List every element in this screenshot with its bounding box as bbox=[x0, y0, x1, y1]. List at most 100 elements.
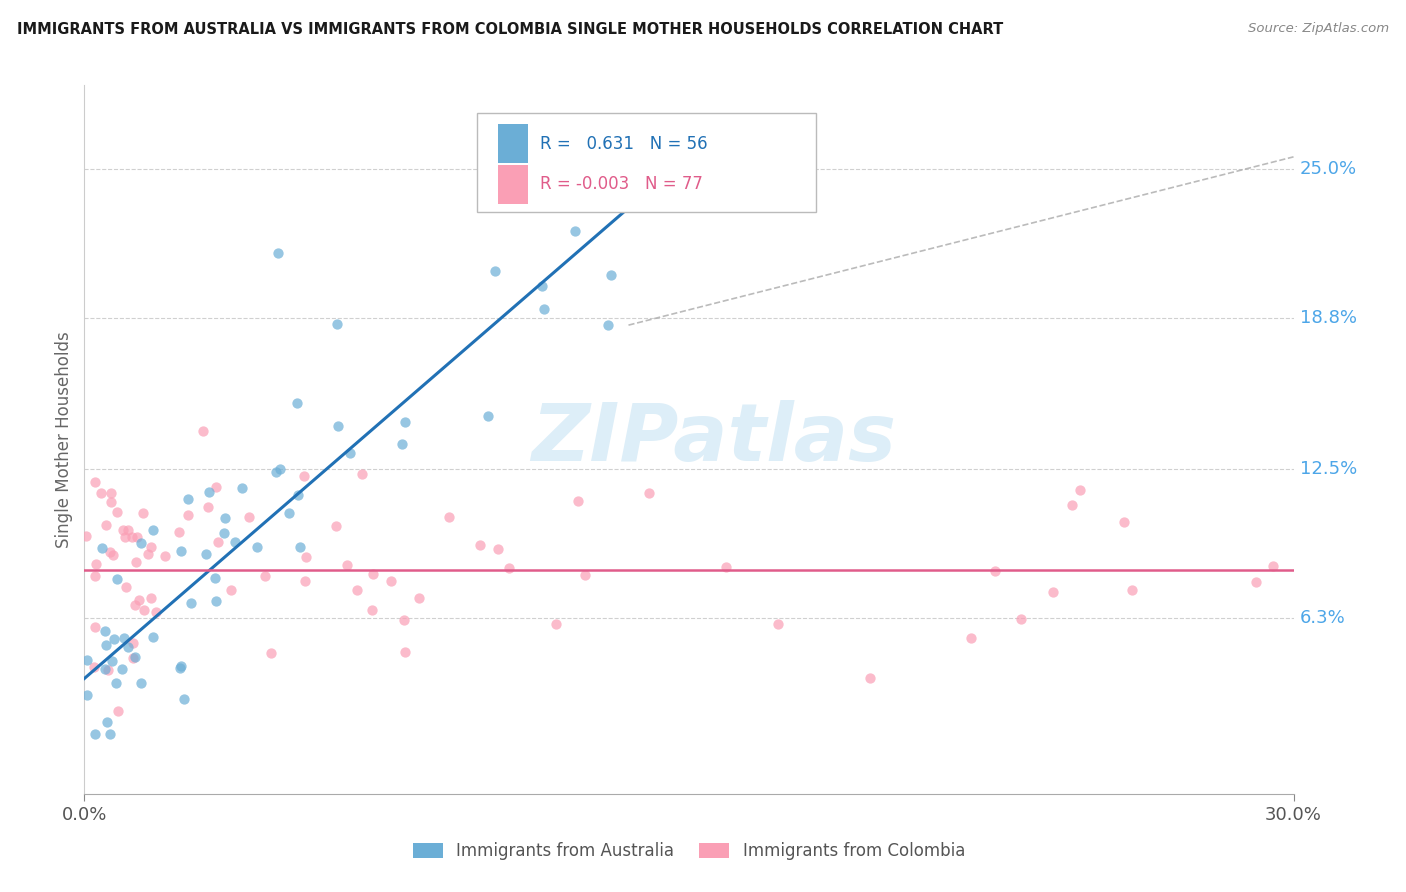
Point bbox=[498, 561, 520, 575]
Point bbox=[129, 676, 152, 690]
Point bbox=[219, 582, 242, 597]
Point bbox=[339, 446, 361, 460]
Point bbox=[103, 548, 125, 562]
Point bbox=[394, 645, 416, 659]
Point bbox=[117, 523, 139, 537]
Point bbox=[231, 482, 253, 496]
Point bbox=[127, 530, 149, 544]
Point bbox=[141, 523, 163, 537]
Point bbox=[100, 653, 122, 667]
Point bbox=[117, 640, 139, 654]
Point bbox=[1042, 584, 1064, 599]
Point bbox=[180, 596, 202, 610]
Point bbox=[83, 475, 105, 489]
Point bbox=[204, 593, 226, 607]
Point bbox=[439, 510, 461, 524]
Point bbox=[114, 580, 136, 594]
Point bbox=[214, 510, 236, 524]
Point bbox=[129, 536, 152, 550]
Point bbox=[173, 692, 195, 706]
Point bbox=[676, 126, 699, 140]
Point bbox=[198, 485, 221, 500]
Point bbox=[1069, 483, 1091, 498]
Point bbox=[125, 555, 148, 569]
Point bbox=[94, 517, 117, 532]
Point bbox=[1121, 582, 1143, 597]
Text: Source: ZipAtlas.com: Source: ZipAtlas.com bbox=[1249, 22, 1389, 36]
FancyBboxPatch shape bbox=[498, 164, 529, 203]
Point bbox=[139, 541, 162, 555]
Point bbox=[1263, 558, 1285, 573]
Point bbox=[567, 493, 589, 508]
Text: 6.3%: 6.3% bbox=[1299, 609, 1346, 627]
Point bbox=[197, 500, 219, 515]
Point bbox=[136, 547, 159, 561]
Point bbox=[105, 504, 128, 518]
Point bbox=[97, 664, 120, 678]
Text: R =   0.631   N = 56: R = 0.631 N = 56 bbox=[540, 135, 707, 153]
Point bbox=[1244, 574, 1267, 589]
Point bbox=[533, 302, 555, 317]
Point bbox=[546, 617, 568, 632]
Point bbox=[91, 541, 114, 556]
Point bbox=[128, 592, 150, 607]
Point bbox=[212, 525, 235, 540]
Point bbox=[352, 467, 374, 481]
Point bbox=[477, 409, 499, 423]
Point bbox=[267, 246, 290, 260]
FancyBboxPatch shape bbox=[478, 113, 815, 212]
Point bbox=[142, 630, 165, 644]
Legend: Immigrants from Australia, Immigrants from Colombia: Immigrants from Australia, Immigrants fr… bbox=[406, 836, 972, 867]
Point bbox=[859, 672, 882, 686]
Point bbox=[204, 571, 226, 585]
Point bbox=[277, 507, 299, 521]
Point bbox=[484, 264, 506, 278]
Point bbox=[1114, 515, 1136, 529]
Point bbox=[363, 567, 385, 582]
Point bbox=[84, 558, 107, 572]
Point bbox=[598, 318, 620, 332]
Point bbox=[93, 662, 115, 676]
Text: IMMIGRANTS FROM AUSTRALIA VS IMMIGRANTS FROM COLOMBIA SINGLE MOTHER HOUSEHOLDS C: IMMIGRANTS FROM AUSTRALIA VS IMMIGRANTS … bbox=[17, 22, 1002, 37]
Point bbox=[84, 727, 107, 741]
Point bbox=[288, 541, 311, 555]
Point bbox=[170, 543, 193, 558]
Point bbox=[177, 508, 200, 522]
Point bbox=[326, 419, 349, 434]
Y-axis label: Single Mother Households: Single Mother Households bbox=[55, 331, 73, 548]
Point bbox=[93, 624, 115, 638]
Point bbox=[266, 465, 288, 479]
Point bbox=[246, 540, 269, 554]
Point bbox=[112, 632, 135, 646]
Point bbox=[326, 318, 349, 332]
Point bbox=[100, 495, 122, 509]
Point bbox=[112, 523, 135, 537]
Point bbox=[104, 676, 127, 690]
Text: 12.5%: 12.5% bbox=[1299, 460, 1357, 478]
Point bbox=[285, 396, 308, 410]
Point bbox=[111, 662, 134, 676]
Point bbox=[170, 658, 193, 673]
Point bbox=[191, 425, 214, 439]
Point bbox=[94, 638, 117, 652]
Point bbox=[207, 535, 229, 549]
Point bbox=[132, 506, 155, 520]
Point bbox=[564, 224, 586, 238]
Point bbox=[75, 529, 97, 543]
Point bbox=[121, 530, 143, 544]
Point bbox=[380, 574, 402, 589]
Point bbox=[346, 582, 368, 597]
Point bbox=[600, 268, 623, 282]
Text: ZIPatlas: ZIPatlas bbox=[530, 401, 896, 478]
Point bbox=[122, 651, 145, 665]
Text: 18.8%: 18.8% bbox=[1299, 309, 1357, 326]
Point bbox=[768, 617, 790, 632]
Point bbox=[83, 569, 105, 583]
Point bbox=[224, 535, 246, 549]
Point bbox=[114, 530, 136, 544]
Point bbox=[121, 636, 143, 650]
Point bbox=[98, 727, 121, 741]
FancyBboxPatch shape bbox=[498, 124, 529, 163]
Point bbox=[394, 415, 416, 429]
Point bbox=[90, 486, 112, 500]
